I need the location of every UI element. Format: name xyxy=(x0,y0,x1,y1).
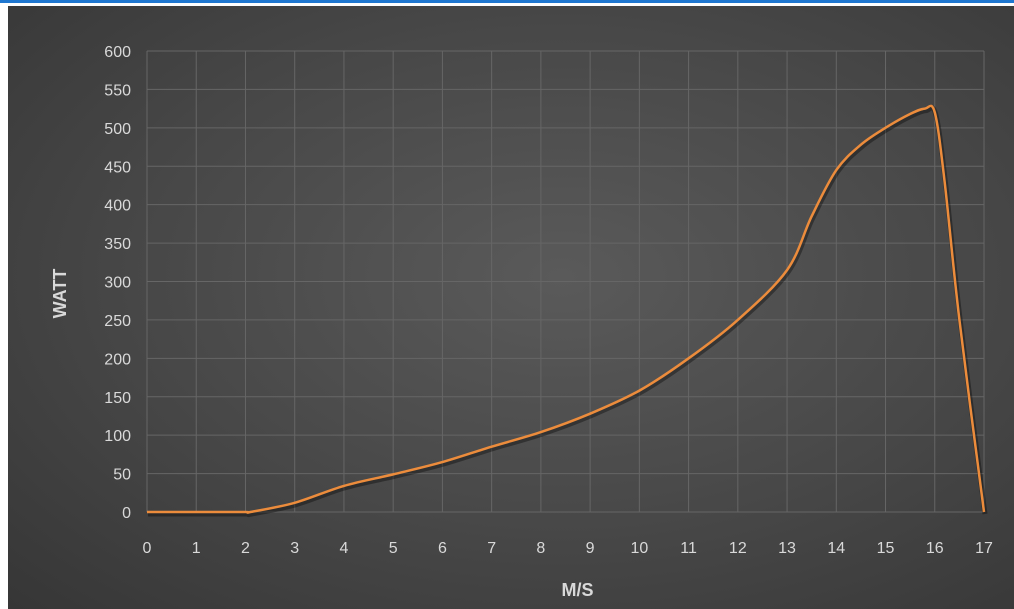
x-tick-label: 10 xyxy=(630,540,648,557)
y-axis-title: WATT xyxy=(50,269,70,319)
window-top-accent xyxy=(0,0,1014,3)
x-tick-label: 11 xyxy=(680,540,697,557)
y-tick-label: 350 xyxy=(104,236,131,253)
series-line-shadow xyxy=(148,105,988,518)
x-tick-label: 7 xyxy=(487,540,496,557)
series-line xyxy=(147,104,986,514)
x-tick-label: 0 xyxy=(143,540,152,557)
x-tick-label: 3 xyxy=(290,540,299,557)
x-tick-label: 9 xyxy=(586,540,595,557)
y-tick-label: 150 xyxy=(104,390,131,407)
x-tick-label: 14 xyxy=(827,540,845,557)
x-tick-label: 6 xyxy=(438,540,447,557)
y-tick-label: 50 xyxy=(113,467,131,484)
y-tick-labels: 0 50 100 150 200 250 300 350 400 450 500 550 600 xyxy=(104,44,131,522)
x-tick-label: 15 xyxy=(877,540,895,557)
y-tick-label: 500 xyxy=(104,121,131,138)
y-tick-label: 200 xyxy=(104,351,131,368)
x-tick-labels: 0 1 2 3 4 5 6 7 8 9 10 11 12 13 14 15 16 17 xyxy=(143,540,993,557)
grid-lines xyxy=(146,50,985,513)
y-tick-label: 250 xyxy=(104,313,131,330)
y-tick-label: 100 xyxy=(104,428,131,445)
series-group xyxy=(147,104,988,518)
y-tick-label: 0 xyxy=(122,505,131,522)
y-tick-label: 600 xyxy=(104,44,131,61)
x-tick-label: 17 xyxy=(975,540,993,557)
x-tick-label: 2 xyxy=(241,540,250,557)
y-tick-label: 550 xyxy=(104,82,131,99)
x-axis-title: M/S xyxy=(561,580,593,600)
y-tick-label: 400 xyxy=(104,198,131,215)
y-tick-label: 300 xyxy=(104,275,131,292)
x-tick-label: 8 xyxy=(536,540,545,557)
x-tick-label: 5 xyxy=(389,540,398,557)
x-tick-label: 12 xyxy=(729,540,747,557)
x-tick-label: 13 xyxy=(778,540,796,557)
x-tick-label: 1 xyxy=(192,540,201,557)
x-tick-label: 16 xyxy=(926,540,944,557)
y-tick-label: 450 xyxy=(104,159,131,176)
x-tick-label: 4 xyxy=(339,540,348,557)
